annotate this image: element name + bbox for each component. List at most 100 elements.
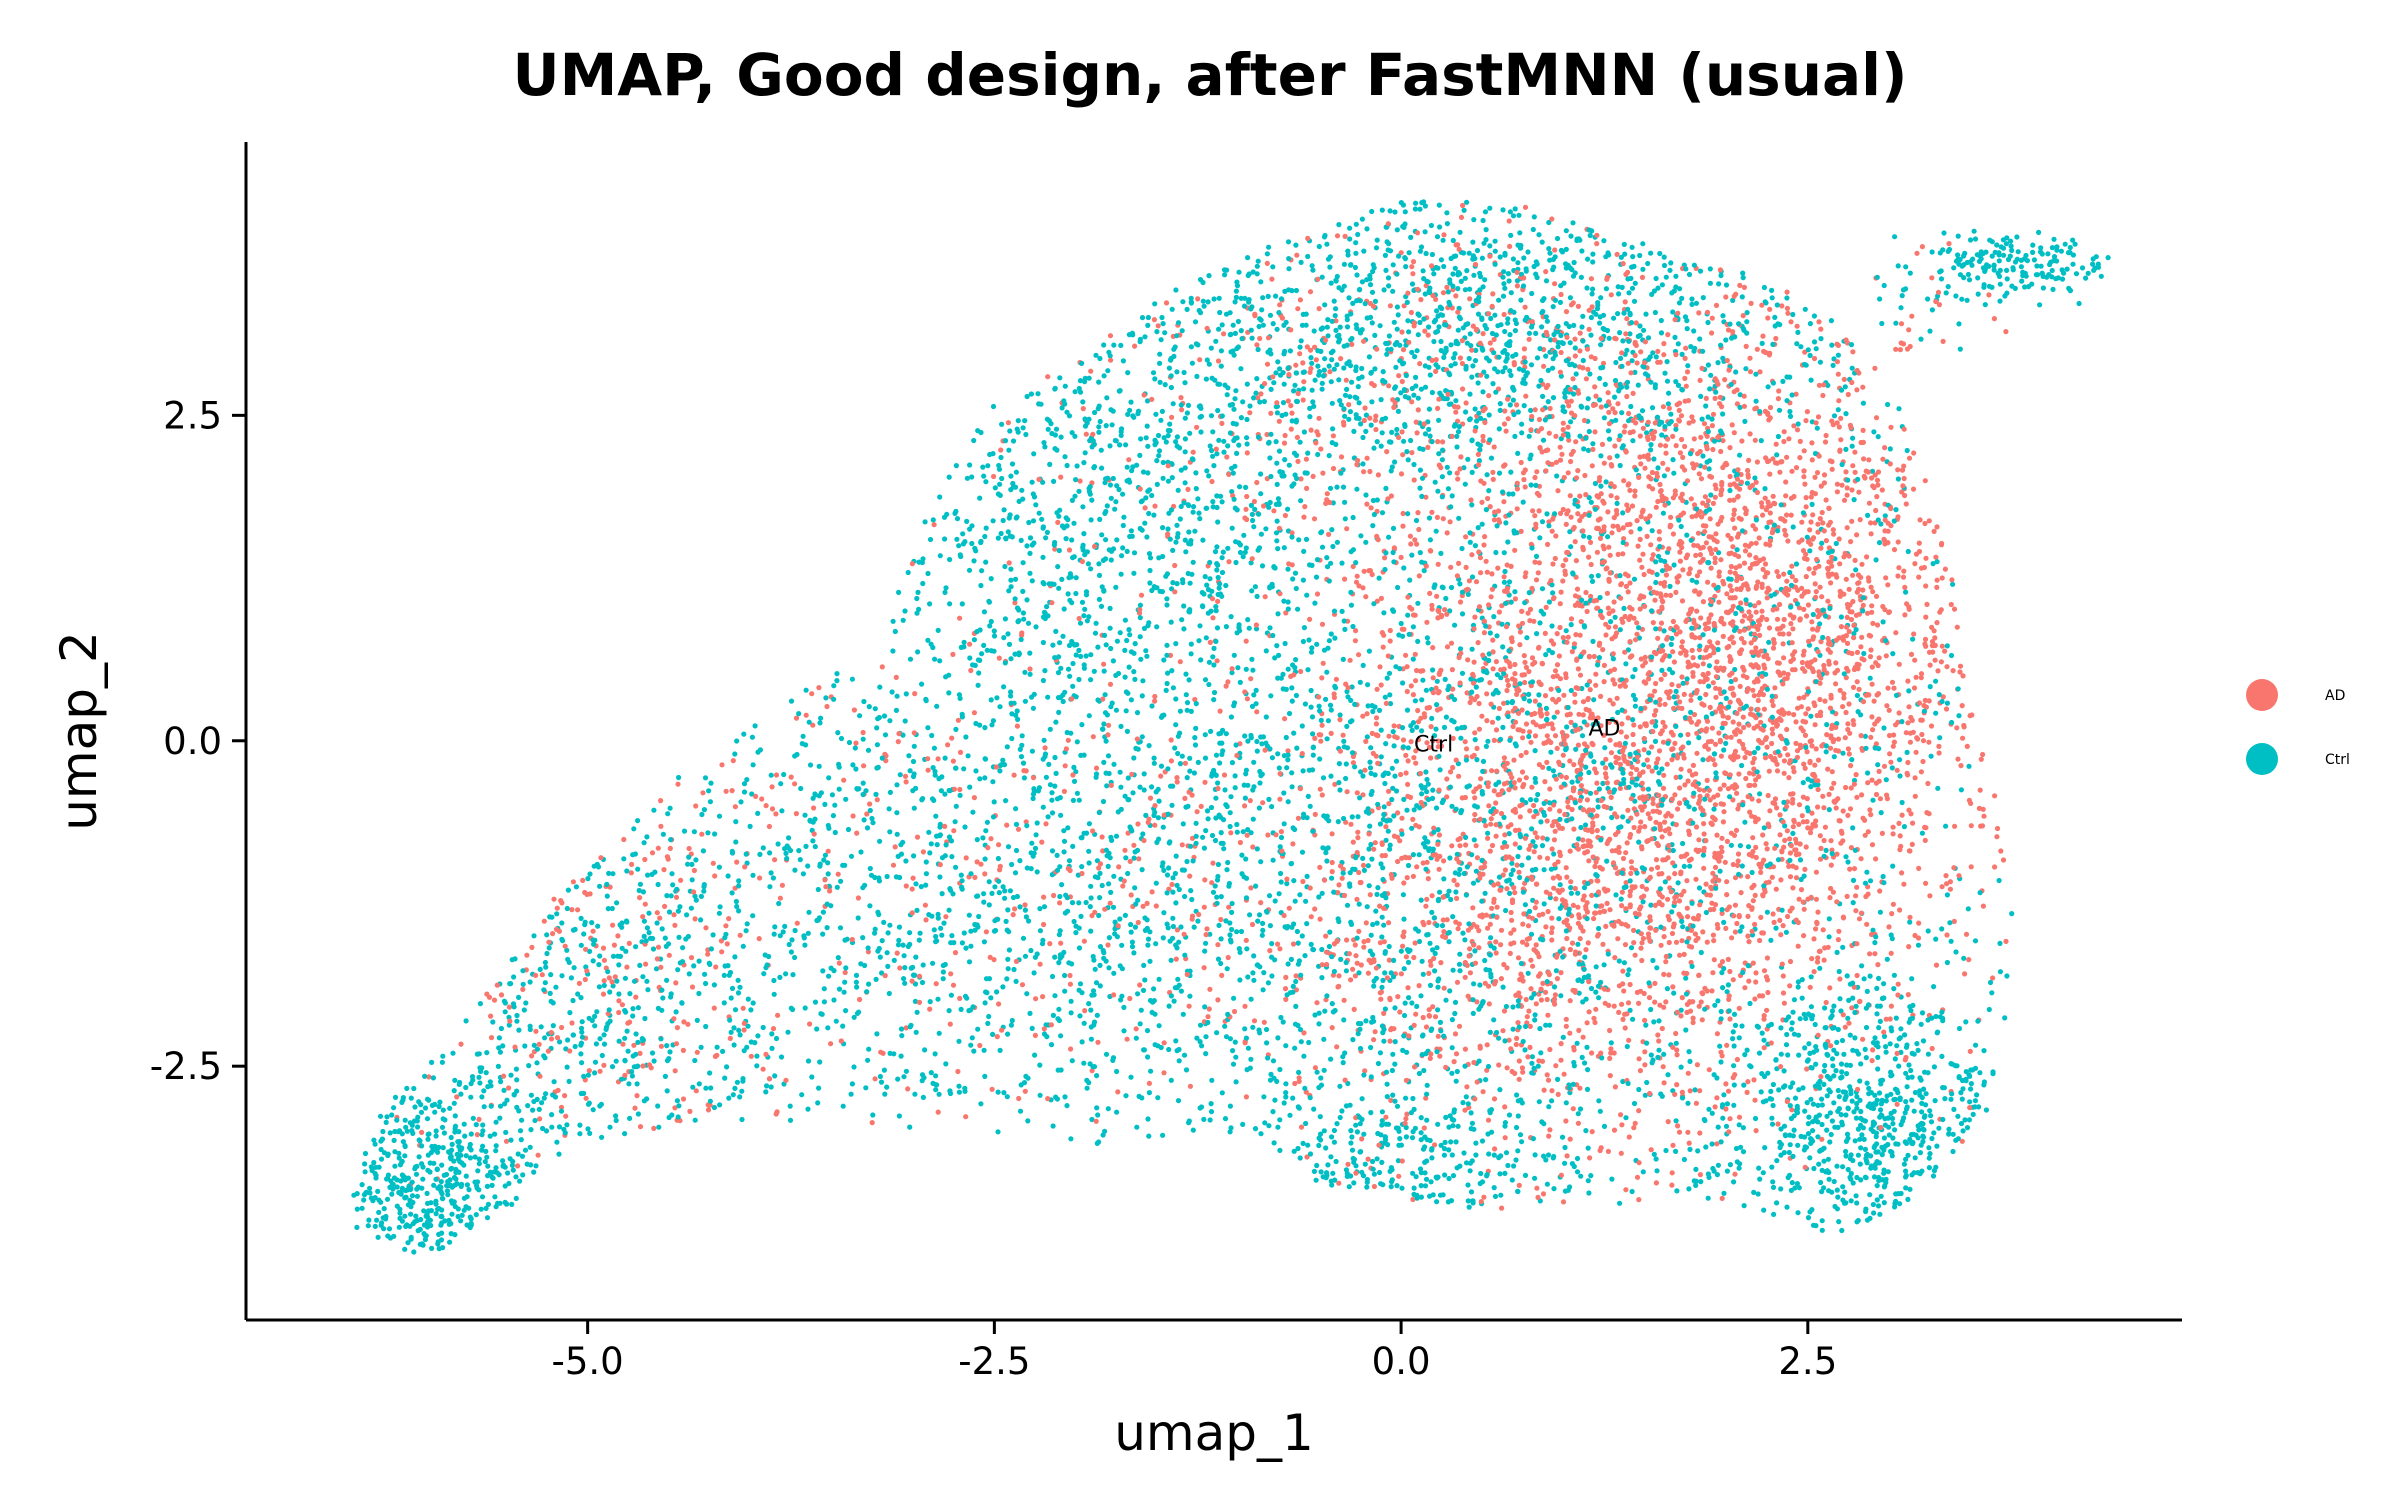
scatter-point (1389, 765, 1395, 771)
scatter-point (1540, 437, 1547, 443)
scatter-point (1269, 941, 1275, 947)
scatter-point (1783, 929, 1789, 935)
scatter-point (1702, 743, 1708, 750)
scatter-point (1154, 481, 1160, 487)
scatter-point (1425, 444, 1431, 450)
scatter-point (1968, 1081, 1974, 1087)
scatter-point (1073, 590, 1079, 597)
scatter-point (1512, 433, 1518, 439)
scatter-point (604, 893, 610, 899)
scatter-point (1300, 878, 1306, 885)
scatter-point (1099, 834, 1105, 840)
scatter-point (1682, 314, 1689, 320)
scatter-point (1030, 705, 1036, 711)
scatter-point (1071, 764, 1077, 771)
scatter-point (1560, 954, 1566, 960)
scatter-point (1418, 1194, 1424, 1200)
scatter-point (1246, 625, 1252, 631)
scatter-point (1061, 788, 1067, 795)
scatter-point (1301, 429, 1307, 435)
scatter-point (1929, 1135, 1935, 1142)
scatter-point (1087, 484, 1093, 490)
scatter-point (1761, 706, 1767, 712)
scatter-point (2079, 265, 2086, 271)
scatter-point (1818, 483, 1824, 489)
scatter-point (1551, 714, 1557, 720)
scatter-point (998, 454, 1004, 461)
scatter-point (549, 1112, 555, 1118)
scatter-point (1845, 391, 1851, 398)
scatter-point (378, 1138, 384, 1144)
scatter-point (1271, 1140, 1277, 1146)
scatter-point (1183, 549, 1189, 555)
scatter-point (1441, 232, 1447, 238)
scatter-point (1165, 463, 1171, 469)
scatter-point (1648, 866, 1655, 872)
scatter-point (1653, 354, 1659, 360)
scatter-point (1347, 225, 1353, 231)
scatter-point (1379, 510, 1386, 516)
scatter-point (960, 531, 966, 537)
scatter-point (886, 990, 892, 997)
scatter-point (729, 985, 736, 992)
scatter-point (1848, 1152, 1854, 1158)
scatter-point (1933, 554, 1939, 560)
scatter-point (1903, 1070, 1909, 1076)
scatter-point (1328, 280, 1334, 286)
scatter-point (1637, 252, 1643, 259)
scatter-point (1454, 470, 1460, 476)
scatter-point (458, 1041, 464, 1047)
scatter-point (1662, 652, 1668, 659)
scatter-point (1925, 1051, 1931, 1057)
scatter-point (548, 1036, 555, 1042)
scatter-point (1386, 957, 1392, 963)
scatter-point (1569, 940, 1576, 946)
scatter-point (957, 615, 963, 621)
scatter-point (1645, 786, 1651, 792)
scatter-point (1608, 794, 1614, 801)
scatter-point (1256, 323, 1262, 330)
scatter-point (1232, 330, 1238, 336)
scatter-point (1636, 1000, 1642, 1006)
scatter-point (1412, 698, 1418, 704)
scatter-point (1712, 864, 1719, 871)
scatter-point (1782, 823, 1788, 829)
scatter-point (1416, 938, 1423, 945)
scatter-point (1489, 768, 1495, 774)
scatter-point (1081, 1060, 1087, 1066)
scatter-point (1444, 210, 1450, 216)
scatter-point (1212, 549, 1219, 555)
scatter-point (741, 731, 747, 737)
scatter-point (1874, 1003, 1881, 1009)
scatter-point (1883, 1016, 1889, 1022)
scatter-point (1368, 1044, 1374, 1051)
scatter-point (1353, 1122, 1359, 1128)
scatter-point (1153, 903, 1159, 909)
scatter-point (1484, 569, 1490, 575)
scatter-point (1386, 670, 1393, 676)
scatter-point (1371, 1183, 1377, 1190)
scatter-point (518, 1137, 524, 1143)
scatter-point (1370, 1166, 1376, 1172)
scatter-point (1632, 369, 1638, 375)
scatter-point (848, 853, 855, 859)
scatter-point (1742, 418, 1748, 424)
scatter-point (632, 1105, 638, 1111)
scatter-point (1092, 630, 1099, 636)
scatter-point (1250, 517, 1256, 524)
scatter-point (951, 786, 958, 792)
scatter-point (1073, 930, 1079, 936)
scatter-point (1906, 1062, 1912, 1068)
scatter-point (1802, 1108, 1808, 1114)
scatter-point (1129, 771, 1135, 777)
scatter-point (1807, 527, 1813, 533)
scatter-point (1916, 700, 1922, 706)
scatter-point (1601, 238, 1607, 244)
scatter-point (1370, 497, 1376, 504)
scatter-point (984, 647, 990, 653)
scatter-point (1860, 699, 1867, 705)
scatter-point (1086, 821, 1092, 827)
scatter-point (1889, 1028, 1895, 1034)
scatter-point (1571, 322, 1577, 328)
